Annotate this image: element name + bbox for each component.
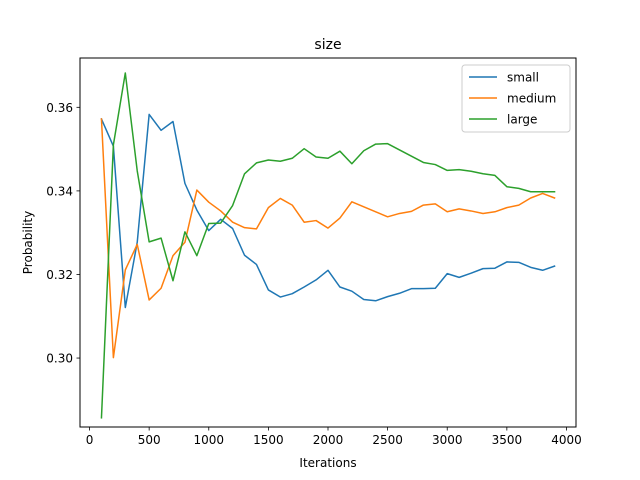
x-axis: 0 500 1000 1500 2000 2500 3000 3500 4000 bbox=[86, 427, 582, 447]
x-tick-label: 3000 bbox=[432, 433, 463, 447]
x-tick-label: 0 bbox=[86, 433, 94, 447]
y-tick-label: 0.32 bbox=[46, 268, 73, 282]
x-tick-label: 1000 bbox=[193, 433, 224, 447]
x-tick-label: 1500 bbox=[253, 433, 284, 447]
y-tick-label: 0.30 bbox=[46, 352, 73, 366]
y-axis: 0.30 0.32 0.34 0.36 bbox=[46, 101, 80, 366]
x-tick-label: 4000 bbox=[551, 433, 582, 447]
y-axis-label: Probability bbox=[21, 211, 35, 274]
legend-label-large: large bbox=[507, 113, 537, 127]
x-tick-label: 2000 bbox=[313, 433, 344, 447]
y-tick-label: 0.34 bbox=[46, 184, 73, 198]
x-tick-label: 500 bbox=[138, 433, 161, 447]
x-axis-label: Iterations bbox=[299, 456, 356, 470]
legend-box bbox=[461, 64, 571, 133]
x-tick-label: 2500 bbox=[372, 433, 403, 447]
series-layer bbox=[100, 72, 556, 419]
legend-label-medium: medium bbox=[507, 92, 556, 106]
y-tick-label: 0.36 bbox=[46, 101, 73, 115]
x-tick-label: 3500 bbox=[492, 433, 523, 447]
legend-label-small: small bbox=[507, 71, 539, 85]
series-line-medium bbox=[100, 118, 556, 359]
series-line-small bbox=[100, 113, 556, 309]
chart-title: size bbox=[314, 37, 341, 53]
legend: small medium large bbox=[461, 64, 571, 133]
series-line-large bbox=[100, 72, 556, 419]
